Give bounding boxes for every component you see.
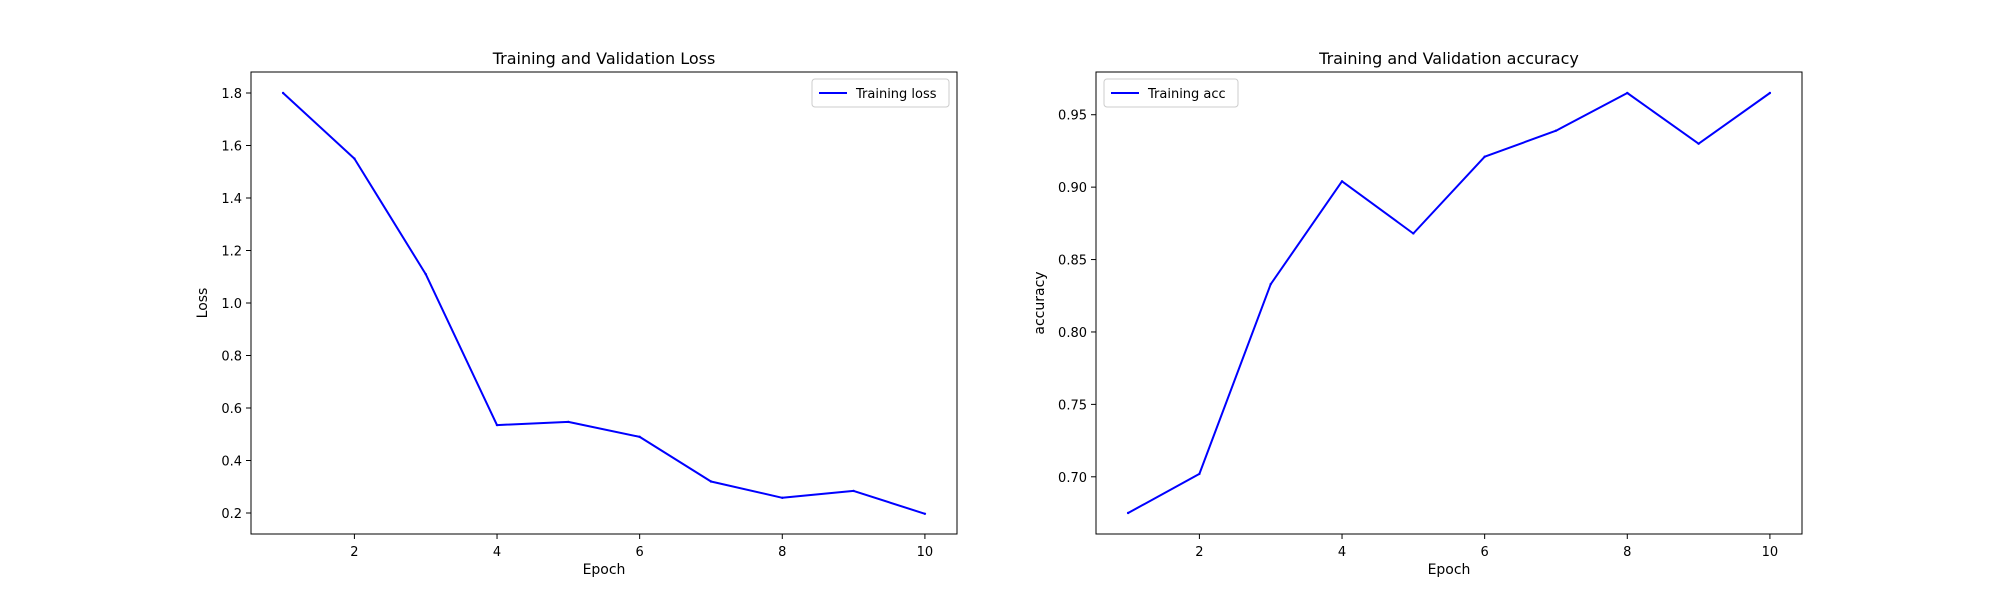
x-axis-label: Epoch [1428, 562, 1471, 578]
axes-frame [1095, 71, 1803, 535]
data-point [281, 91, 285, 95]
data-point [1626, 91, 1629, 95]
data-point [852, 489, 855, 493]
x-tick-label: 6 [1481, 545, 1489, 560]
data-point [781, 496, 784, 499]
data-point [567, 420, 570, 424]
x-axis-label: Epoch [583, 562, 626, 578]
data-point [1340, 180, 1344, 183]
data-point [923, 512, 927, 515]
chart-title: Training and Validation Loss [492, 49, 716, 68]
x-tick-label: 10 [917, 545, 934, 560]
data-point [1126, 511, 1130, 515]
legend-box [1103, 78, 1239, 108]
data-point [1269, 282, 1272, 286]
chart-title: Training and Validation accuracy [1318, 49, 1579, 68]
y-tick-label: 0.75 [1058, 398, 1087, 413]
x-tick-label: 8 [1623, 545, 1631, 560]
x-tick-label: 4 [493, 545, 501, 560]
x-tick-label: 2 [1195, 545, 1203, 560]
legend: Training loss [811, 78, 950, 108]
y-axis-label: Loss [195, 288, 211, 319]
data-point [709, 480, 713, 483]
data-point [424, 272, 427, 276]
y-tick-label: 0.95 [1058, 109, 1087, 124]
y-axis-label: accuracy [1032, 271, 1048, 334]
legend: Training acc [1103, 78, 1239, 108]
data-point [1412, 232, 1415, 235]
y-tick-label: 0.85 [1058, 254, 1087, 269]
y-tick-label: 0.6 [221, 402, 242, 417]
y-tick-label: 1.8 [221, 87, 242, 102]
y-tick-label: 1.2 [221, 245, 242, 260]
x-tick-label: 8 [778, 545, 786, 560]
x-tick-label: 10 [1762, 545, 1779, 560]
y-tick-label: 1.0 [221, 297, 242, 312]
y-tick-label: 0.4 [221, 455, 242, 470]
series-line [282, 92, 926, 515]
data-point [1198, 472, 1201, 476]
data-point [1697, 142, 1700, 145]
y-tick-label: 0.8 [221, 350, 242, 365]
legend-box [811, 78, 950, 108]
data-point [495, 423, 499, 427]
data-point [1554, 129, 1558, 132]
series-line [1127, 92, 1771, 514]
y-tick-label: 0.70 [1058, 471, 1087, 486]
y-tick-label: 0.90 [1058, 181, 1087, 196]
y-tick-label: 0.2 [221, 507, 242, 522]
legend-label: Training acc [1147, 87, 1226, 102]
y-tick-label: 1.6 [221, 140, 242, 155]
data-point [638, 435, 641, 439]
x-tick-label: 6 [636, 545, 644, 560]
chart-panel-1: 2 4 6 8 10 0.2 0.4 0.6 0.8 1.0 1.2 1.4 1.6 1.8 Trainin… [195, 49, 958, 578]
x-tick-label: 4 [1338, 545, 1346, 560]
legend-label: Training loss [855, 87, 937, 102]
axes-frame [250, 71, 958, 535]
y-tick-label: 0.80 [1058, 326, 1087, 341]
data-point [1483, 155, 1486, 158]
x-tick-label: 2 [350, 545, 358, 560]
y-tick-label: 1.4 [221, 192, 242, 207]
chart-panel-2: 2 4 6 8 10 0.70 0.75 0.80 0.85 0.90 0.95 Training a… [1032, 49, 1803, 578]
data-point [1768, 91, 1772, 95]
data-point [353, 157, 356, 160]
